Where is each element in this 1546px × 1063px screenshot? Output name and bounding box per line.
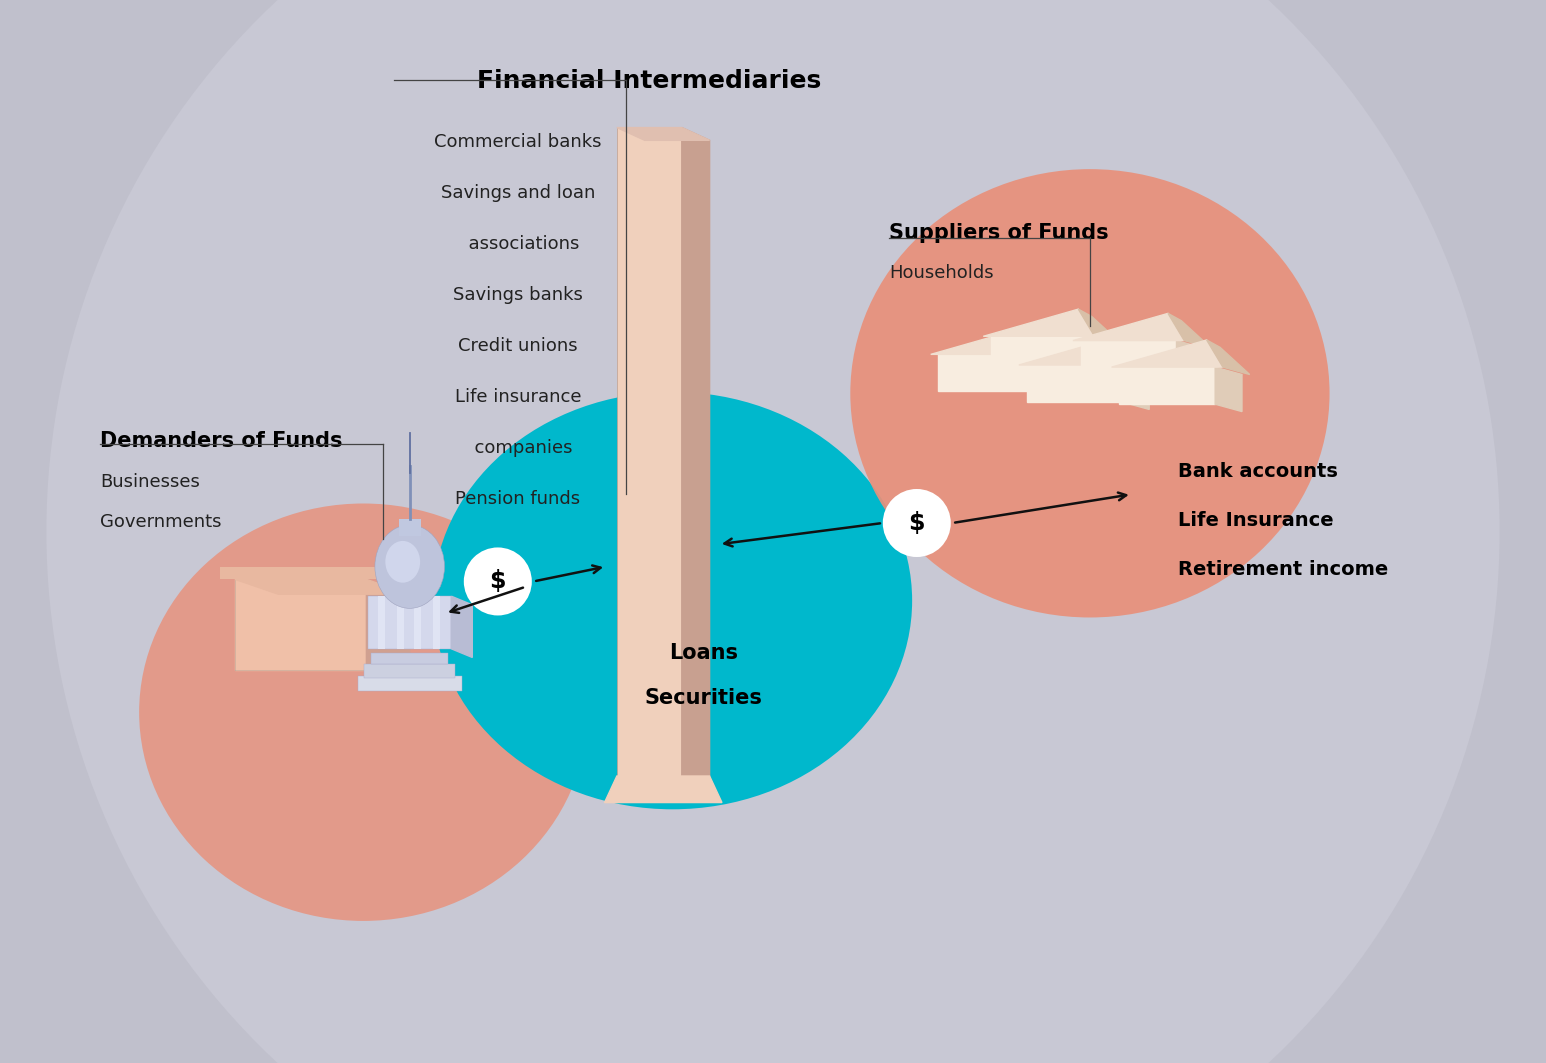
Polygon shape — [1207, 340, 1249, 374]
Polygon shape — [938, 354, 1034, 391]
Ellipse shape — [46, 0, 1500, 1063]
Ellipse shape — [850, 169, 1330, 618]
Text: Loans: Loans — [669, 643, 737, 663]
Polygon shape — [1079, 309, 1121, 343]
Polygon shape — [1215, 367, 1241, 411]
Polygon shape — [235, 579, 410, 594]
Polygon shape — [1019, 338, 1130, 365]
Text: $: $ — [909, 511, 925, 535]
FancyBboxPatch shape — [220, 567, 390, 579]
FancyBboxPatch shape — [357, 676, 462, 691]
FancyBboxPatch shape — [617, 128, 682, 776]
Text: Demanders of Funds: Demanders of Funds — [100, 431, 343, 451]
Text: Retirement income: Retirement income — [1178, 560, 1388, 579]
FancyBboxPatch shape — [371, 653, 448, 664]
Text: Governments: Governments — [100, 513, 223, 532]
Polygon shape — [991, 336, 1087, 373]
Text: Savings and loan: Savings and loan — [441, 184, 595, 202]
FancyBboxPatch shape — [399, 519, 421, 536]
Ellipse shape — [883, 489, 951, 557]
Text: companies: companies — [464, 439, 572, 457]
FancyBboxPatch shape — [377, 596, 385, 648]
Text: Financial Intermediaries: Financial Intermediaries — [478, 69, 821, 94]
Ellipse shape — [139, 504, 587, 921]
FancyBboxPatch shape — [368, 596, 451, 648]
Text: Life insurance: Life insurance — [455, 388, 581, 406]
Ellipse shape — [385, 541, 421, 583]
Text: Households: Households — [889, 264, 994, 282]
Polygon shape — [604, 776, 722, 803]
FancyBboxPatch shape — [414, 596, 421, 648]
Text: Securities: Securities — [645, 688, 762, 708]
Text: Suppliers of Funds: Suppliers of Funds — [889, 223, 1108, 243]
Polygon shape — [451, 596, 473, 657]
Text: Life Insurance: Life Insurance — [1178, 511, 1334, 530]
Ellipse shape — [464, 547, 532, 615]
Polygon shape — [983, 309, 1095, 336]
Text: Commercial banks: Commercial banks — [434, 133, 601, 151]
Text: associations: associations — [456, 235, 580, 253]
Text: $: $ — [490, 570, 506, 593]
Text: Savings banks: Savings banks — [453, 286, 583, 304]
Polygon shape — [1027, 327, 1068, 361]
Text: Pension funds: Pension funds — [456, 490, 580, 508]
Polygon shape — [1122, 365, 1149, 409]
Text: Businesses: Businesses — [100, 473, 201, 491]
Polygon shape — [1177, 340, 1203, 385]
Polygon shape — [682, 128, 710, 789]
Polygon shape — [1034, 354, 1061, 399]
FancyBboxPatch shape — [365, 664, 455, 677]
Ellipse shape — [374, 525, 445, 608]
Polygon shape — [1119, 367, 1215, 404]
Polygon shape — [1113, 338, 1156, 372]
Polygon shape — [1027, 365, 1122, 402]
Ellipse shape — [433, 392, 912, 809]
Polygon shape — [1169, 314, 1211, 348]
Polygon shape — [1081, 340, 1177, 377]
Polygon shape — [366, 579, 410, 685]
Polygon shape — [1073, 314, 1184, 340]
Text: Bank accounts: Bank accounts — [1178, 462, 1337, 482]
Polygon shape — [1112, 340, 1223, 367]
Text: Credit unions: Credit unions — [458, 337, 578, 355]
FancyBboxPatch shape — [397, 596, 404, 648]
Ellipse shape — [382, 566, 438, 596]
Polygon shape — [1087, 336, 1113, 381]
Polygon shape — [235, 579, 366, 670]
Polygon shape — [931, 327, 1042, 354]
Polygon shape — [617, 128, 710, 140]
FancyBboxPatch shape — [433, 596, 441, 648]
